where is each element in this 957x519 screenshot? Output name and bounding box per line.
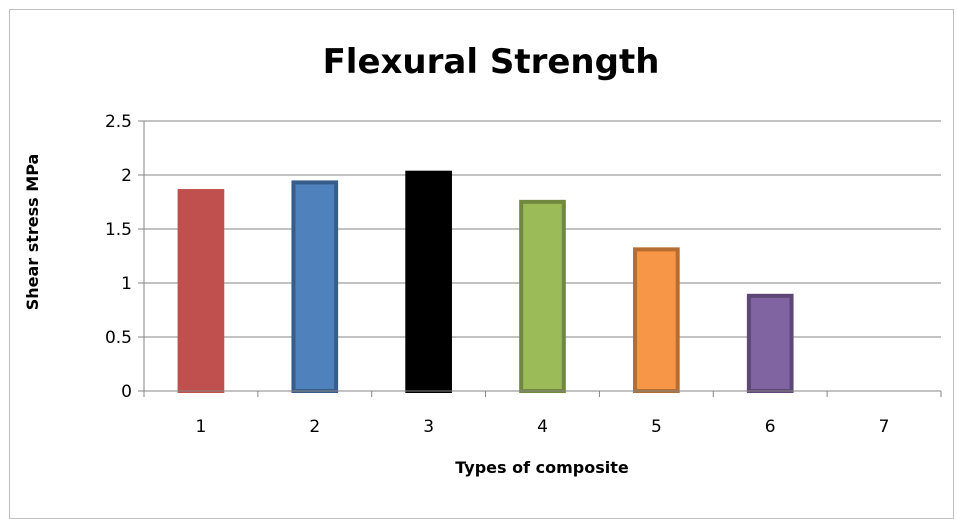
bar-1 — [177, 189, 225, 393]
y-axis-title: Shear stress MPa — [23, 154, 42, 311]
x-tick-label: 2 — [309, 417, 320, 437]
x-tick-label: 4 — [537, 417, 548, 437]
bar-4 — [519, 199, 566, 393]
y-tick-label: 2.5 — [105, 112, 132, 132]
y-tick-label: 1 — [121, 274, 132, 294]
y-tick-label: 1.5 — [105, 220, 132, 240]
axes — [143, 121, 942, 397]
x-tick-label: 6 — [765, 417, 776, 437]
bar-6 — [746, 293, 794, 393]
bar-5 — [633, 247, 680, 393]
y-tick-labels: 0 0.5 1 1.5 2 2.5 — [105, 112, 132, 402]
bars — [177, 170, 794, 393]
x-tick-label: 3 — [423, 417, 434, 437]
x-tick-label: 7 — [879, 417, 890, 437]
bar-3 — [405, 170, 452, 393]
x-tick-label: 5 — [651, 417, 662, 437]
x-axis-title: Types of composite — [455, 458, 629, 477]
bar-2 — [291, 180, 339, 393]
y-tick-label: 0 — [121, 382, 132, 402]
y-tick-label: 2 — [121, 166, 132, 186]
y-tick-label: 0.5 — [105, 328, 132, 348]
chart-svg: Flexural Strength 0 0.5 1 1.5 2 2.5 1 2 3 4 5 6 7 T… — [23, 42, 942, 477]
x-tick-label: 1 — [196, 417, 207, 437]
x-tick-labels: 1 2 3 4 5 6 7 — [196, 417, 890, 437]
chart-frame: Flexural Strength 0 0.5 1 1.5 2 2.5 1 2 3 4 5 6 7 T… — [9, 9, 954, 519]
chart-title: Flexural Strength — [323, 42, 660, 82]
